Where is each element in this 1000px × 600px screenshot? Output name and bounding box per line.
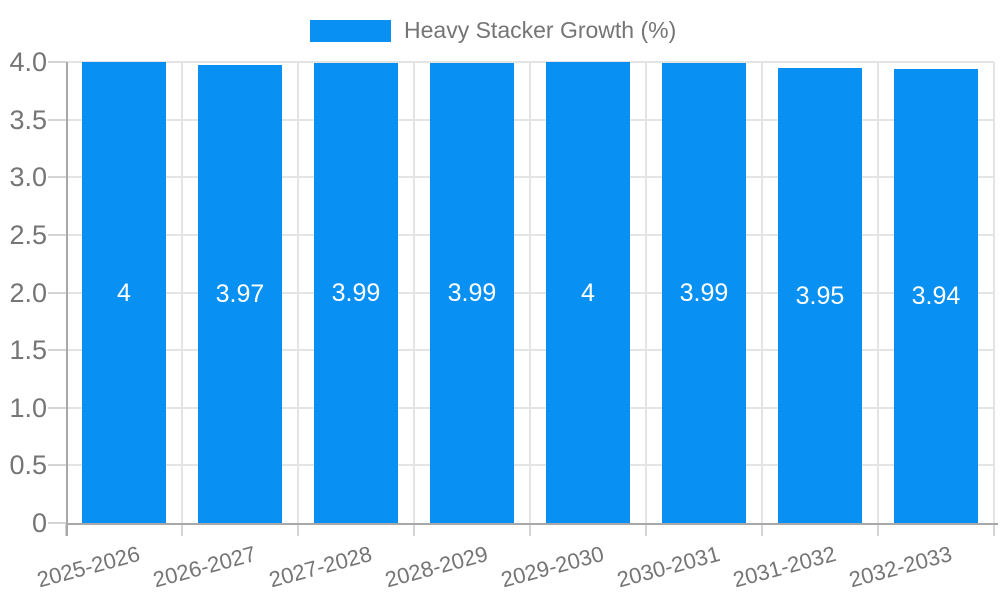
- gridline-vertical: [877, 62, 879, 523]
- y-axis-tick-label: 2.0: [9, 277, 47, 308]
- x-axis-tick: [645, 523, 647, 536]
- bar-value-label: 3.95: [795, 282, 845, 310]
- bar-value-label: 3.99: [679, 279, 729, 307]
- y-axis-tick-label: 1.5: [9, 335, 47, 366]
- x-axis-tick: [761, 523, 763, 536]
- x-axis-line: [66, 523, 998, 525]
- legend-label: Heavy Stacker Growth (%): [404, 17, 677, 43]
- bar-value-label: 3.97: [215, 280, 265, 308]
- gridline-vertical: [645, 62, 647, 523]
- gridline-vertical: [181, 62, 183, 523]
- legend-swatch-icon: [310, 19, 391, 42]
- legend[interactable]: Heavy Stacker Growth (%): [310, 17, 676, 44]
- y-axis-line: [66, 62, 68, 536]
- gridline-vertical: [529, 62, 531, 523]
- x-axis-tick: [181, 523, 183, 536]
- x-axis-tick: [529, 523, 531, 536]
- y-axis-tick-label: 3.0: [9, 162, 47, 193]
- x-axis-tick: [297, 523, 299, 536]
- y-axis-tick: [48, 61, 66, 63]
- y-axis-tick-label: 2.5: [9, 219, 47, 250]
- y-axis-tick-label: 0: [31, 508, 47, 538]
- gridline-vertical: [297, 62, 299, 523]
- x-axis-tick: [993, 523, 995, 536]
- bar[interactable]: 3.94: [894, 69, 978, 523]
- y-axis-tick: [48, 464, 66, 467]
- x-axis-tick: [413, 523, 415, 536]
- bar-value-label: 3.99: [331, 279, 381, 307]
- bar-value-label: 4: [581, 279, 595, 307]
- x-axis-tick: [877, 523, 879, 536]
- bar-value-label: 4: [117, 279, 131, 307]
- bar[interactable]: 3.95: [778, 68, 862, 523]
- y-axis-tick-label: 4.0: [9, 47, 47, 77]
- bar-value-label: 3.94: [911, 282, 961, 310]
- bar[interactable]: 3.99: [662, 63, 746, 523]
- y-axis-tick-label: 0.5: [9, 450, 47, 481]
- y-axis-tick: [48, 233, 66, 236]
- bar[interactable]: 4: [546, 62, 630, 523]
- y-axis-tick-label: 1.0: [9, 392, 47, 423]
- y-axis-tick: [48, 349, 66, 352]
- bar[interactable]: 4: [82, 62, 166, 523]
- gridline-vertical: [993, 62, 995, 523]
- y-axis-tick-label: 3.5: [9, 104, 47, 135]
- y-axis-tick: [48, 118, 66, 121]
- plot-area: 0 0.5 1.0 1.5 2.0 2.5 3.0 3.5 4.0 4 2025-2026 3.97 2…: [9, 48, 998, 592]
- y-axis-tick: [48, 522, 66, 524]
- y-axis-tick: [48, 291, 66, 294]
- bar[interactable]: 3.99: [430, 63, 514, 523]
- gridline-vertical: [413, 62, 415, 523]
- y-axis-tick: [48, 406, 66, 409]
- bar-value-label: 3.99: [447, 279, 497, 307]
- gridline-vertical: [761, 62, 763, 523]
- bar[interactable]: 3.99: [314, 63, 398, 523]
- y-axis-tick: [48, 176, 66, 179]
- bar[interactable]: 3.97: [198, 65, 282, 523]
